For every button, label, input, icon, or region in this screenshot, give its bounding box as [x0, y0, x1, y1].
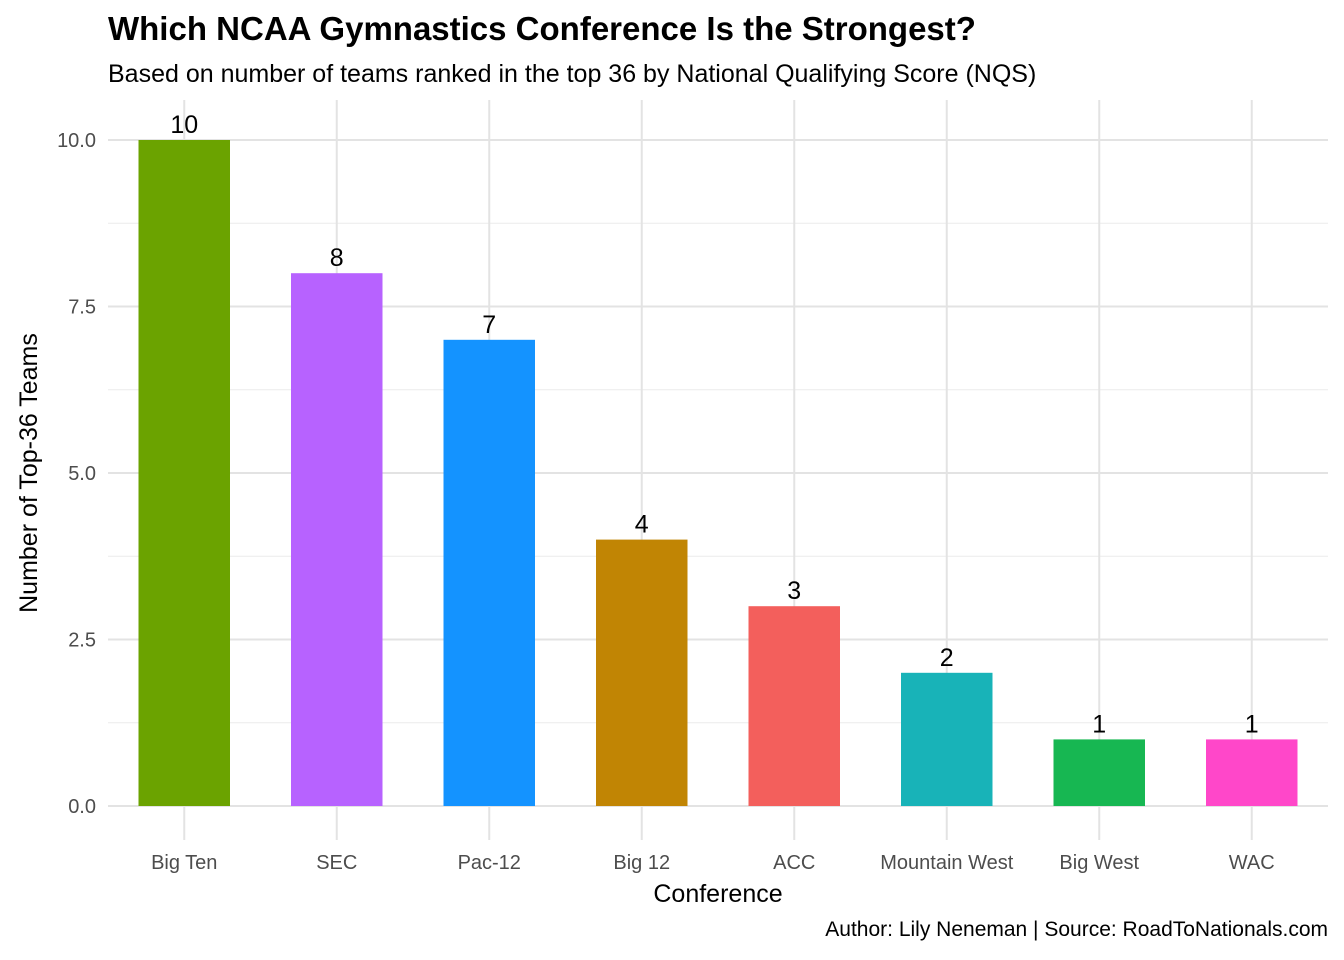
bar-big-west [1053, 739, 1145, 806]
x-axis-ticks: Big Ten SEC Pac-12 Big 12 ACC Mountain West Bi… [151, 852, 1275, 874]
x-tick-label: Pac-12 [458, 852, 521, 874]
data-label: 8 [330, 244, 344, 272]
bar-wac [1206, 739, 1298, 806]
y-tick-label: 0.0 [68, 796, 96, 818]
y-axis-ticks: 0.0 2.5 5.0 7.5 10.0 [57, 130, 96, 818]
chart-title: Which NCAA Gymnastics Conference Is the … [108, 10, 976, 47]
data-labels: 10 8 7 4 3 2 1 1 [170, 111, 1258, 738]
data-label: 1 [1245, 710, 1259, 738]
x-axis-title: Conference [653, 880, 782, 908]
y-tick-label: 2.5 [68, 630, 96, 652]
chart-caption: Author: Lily Neneman | Source: RoadToNat… [825, 918, 1328, 941]
x-tick-label: WAC [1229, 852, 1275, 874]
y-tick-label: 7.5 [68, 297, 96, 319]
x-tick-label: Mountain West [880, 852, 1013, 874]
bar-sec [291, 273, 383, 806]
y-tick-label: 5.0 [68, 463, 96, 485]
bars [138, 140, 1298, 806]
bar-mountain-west [901, 672, 993, 806]
y-tick-label: 10.0 [57, 130, 96, 152]
data-label: 10 [170, 111, 198, 139]
chart-subtitle: Based on number of teams ranked in the t… [108, 60, 1037, 88]
bar-big-12 [596, 539, 688, 806]
x-tick-label: Big 12 [613, 852, 670, 874]
x-tick-label: SEC [316, 852, 357, 874]
bar-pac-12 [443, 339, 535, 806]
data-label: 2 [940, 644, 954, 672]
data-label: 1 [1092, 710, 1106, 738]
bar-acc [748, 606, 840, 806]
x-tick-label: ACC [773, 852, 815, 874]
bar-big-ten [138, 140, 230, 806]
data-label: 7 [482, 311, 496, 339]
y-axis-title: Number of Top-36 Teams [15, 333, 43, 613]
data-label: 3 [787, 577, 801, 605]
data-label: 4 [635, 511, 649, 539]
x-tick-label: Big Ten [151, 852, 217, 874]
x-tick-label: Big West [1059, 852, 1139, 874]
